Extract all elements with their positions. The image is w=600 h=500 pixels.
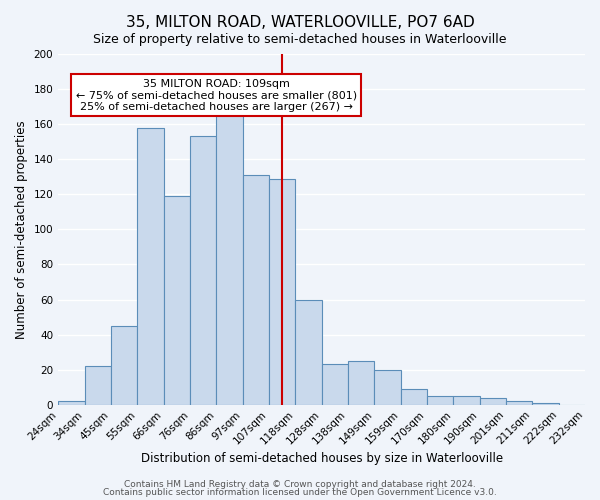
Text: 35, MILTON ROAD, WATERLOOVILLE, PO7 6AD: 35, MILTON ROAD, WATERLOOVILLE, PO7 6AD	[125, 15, 475, 30]
Bar	[453, 396, 479, 404]
Bar	[479, 398, 506, 404]
Bar	[374, 370, 401, 404]
X-axis label: Distribution of semi-detached houses by size in Waterlooville: Distribution of semi-detached houses by …	[140, 452, 503, 465]
Bar	[348, 361, 374, 405]
Text: 35 MILTON ROAD: 109sqm
← 75% of semi-detached houses are smaller (801)
25% of se: 35 MILTON ROAD: 109sqm ← 75% of semi-det…	[76, 78, 357, 112]
Text: Contains public sector information licensed under the Open Government Licence v3: Contains public sector information licen…	[103, 488, 497, 497]
Bar	[401, 389, 427, 404]
Bar	[137, 128, 164, 404]
Y-axis label: Number of semi-detached properties: Number of semi-detached properties	[15, 120, 28, 338]
Bar	[190, 136, 216, 404]
Bar	[295, 300, 322, 405]
Bar	[111, 326, 137, 404]
Bar	[164, 196, 190, 404]
Bar	[532, 403, 559, 404]
Bar	[322, 364, 348, 405]
Bar	[269, 178, 295, 404]
Text: Contains HM Land Registry data © Crown copyright and database right 2024.: Contains HM Land Registry data © Crown c…	[124, 480, 476, 489]
Bar	[506, 401, 532, 404]
Text: Size of property relative to semi-detached houses in Waterlooville: Size of property relative to semi-detach…	[93, 32, 507, 46]
Bar	[242, 175, 269, 404]
Bar	[58, 401, 85, 404]
Bar	[427, 396, 453, 404]
Bar	[85, 366, 111, 405]
Bar	[216, 116, 242, 405]
